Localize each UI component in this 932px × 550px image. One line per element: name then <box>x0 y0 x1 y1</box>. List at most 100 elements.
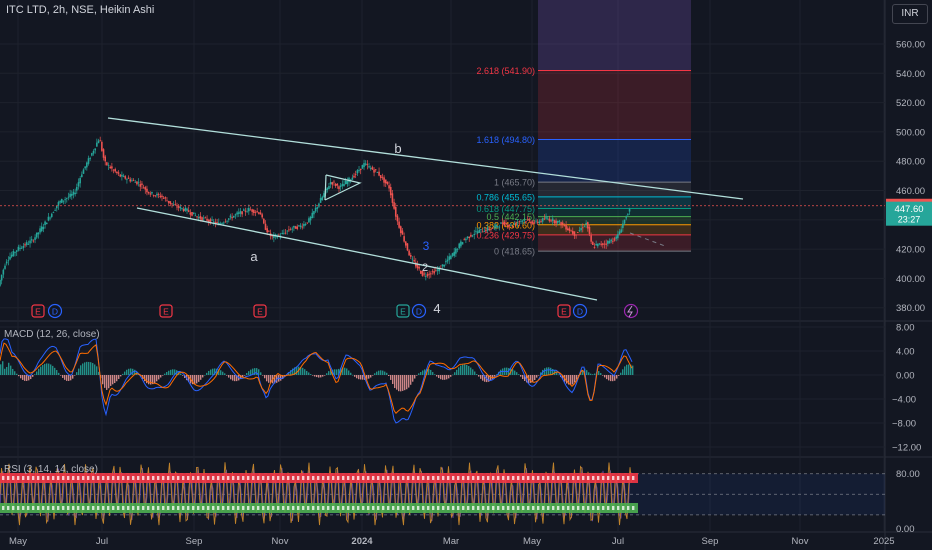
macd-histogram-bar <box>388 375 390 377</box>
candle-body <box>29 240 31 244</box>
strip-tick <box>52 506 55 510</box>
macd-tick-label: −12.00 <box>892 443 921 454</box>
price-tick-label: 560.00 <box>896 39 925 50</box>
strip-tick <box>7 476 10 480</box>
candle-body <box>553 220 556 224</box>
candle-body <box>518 221 521 222</box>
candle-body <box>293 225 295 228</box>
macd-histogram-bar <box>316 375 318 378</box>
strip-tick <box>442 476 445 480</box>
macd-histogram-bar <box>436 375 438 377</box>
strip-tick <box>587 506 590 510</box>
macd-histogram-bar <box>458 367 460 375</box>
event-marker-letter: E <box>35 307 41 317</box>
macd-histogram-bar <box>538 375 540 376</box>
candle-body <box>597 243 599 247</box>
macd-histogram-bar <box>150 375 152 385</box>
strip-tick <box>307 476 310 480</box>
macd-histogram-bar <box>342 367 344 375</box>
macd-histogram-bar <box>526 375 528 383</box>
time-tick-label: Nov <box>792 536 809 547</box>
candle-body <box>541 218 544 222</box>
macd-histogram-bar <box>154 375 156 384</box>
macd-histogram-bar <box>242 375 244 378</box>
candle-body <box>615 236 617 239</box>
candle-body <box>523 220 526 222</box>
macd-histogram-bar <box>570 375 572 385</box>
candle-body <box>288 229 290 231</box>
candle-body <box>20 247 23 249</box>
candle-body <box>0 280 1 286</box>
candle-body <box>239 211 242 214</box>
strip-tick <box>262 506 265 510</box>
macd-histogram-bar <box>334 369 336 375</box>
macd-histogram-bar <box>322 375 324 377</box>
strip-tick <box>447 506 450 510</box>
macd-histogram-bar <box>288 372 290 375</box>
strip-tick <box>367 506 370 510</box>
strip-tick <box>582 476 585 480</box>
candle-body <box>605 243 607 245</box>
macd-histogram-bar <box>72 375 74 379</box>
strip-tick <box>217 476 220 480</box>
candle-body <box>236 212 238 215</box>
strip-tick <box>197 476 200 480</box>
strip-tick <box>407 506 410 510</box>
macd-histogram-bar <box>82 363 84 375</box>
strip-tick <box>257 476 260 480</box>
macd-histogram-bar <box>120 375 122 377</box>
strip-tick <box>67 506 70 510</box>
macd-histogram-bar <box>360 375 362 380</box>
candle-body <box>54 209 56 211</box>
candle-body <box>189 212 192 215</box>
macd-histogram-bar <box>158 375 160 380</box>
strip-tick <box>127 506 130 510</box>
macd-histogram-bar <box>484 375 486 382</box>
fibonacci-extension[interactable]: 2.618 (541.90) 1.618 (494.80) 1 (465.70) 0.… <box>476 0 691 257</box>
candle-body <box>520 220 522 222</box>
strip-tick <box>307 506 310 510</box>
strip-tick <box>382 476 385 480</box>
fib-level-label: 0.382 (436.60) <box>476 220 535 230</box>
strip-tick <box>272 476 275 480</box>
macd-histogram-bar <box>556 372 558 375</box>
fib-zone <box>538 208 691 217</box>
candle-body <box>346 180 349 185</box>
macd-histogram-bar <box>234 375 236 382</box>
strip-tick <box>472 476 475 480</box>
strip-tick <box>612 476 615 480</box>
candle-body <box>516 222 519 224</box>
candle-body <box>555 220 557 224</box>
candle-body <box>613 238 616 241</box>
macd-histogram-bar <box>340 367 342 375</box>
candle-body <box>536 221 539 223</box>
macd-histogram-bar <box>454 372 456 375</box>
macd-histogram-bar <box>420 372 422 375</box>
macd-histogram-bar <box>518 374 520 375</box>
macd-histogram-bar <box>412 375 414 382</box>
strip-tick <box>502 506 505 510</box>
macd-histogram-bar <box>392 375 394 385</box>
candle-body <box>386 181 389 185</box>
strip-tick <box>147 476 150 480</box>
candle-body <box>259 212 262 215</box>
macd-histogram-bar <box>156 375 158 382</box>
strip-tick <box>262 476 265 480</box>
strip-tick <box>412 476 415 480</box>
candle-body <box>27 243 30 245</box>
macd-histogram-bar <box>610 375 612 382</box>
candle-body <box>226 220 228 222</box>
candle-body <box>556 221 559 223</box>
macd-histogram-bar <box>88 361 90 375</box>
candle-body <box>187 210 190 212</box>
trend-drawings[interactable] <box>107 117 744 301</box>
currency-button[interactable]: INR <box>892 4 928 24</box>
candle-body <box>55 206 58 209</box>
strip-tick <box>62 506 65 510</box>
candle-body <box>446 259 449 262</box>
candle-body <box>313 211 315 215</box>
macd-histogram-bar <box>12 368 14 375</box>
macd-histogram-bar <box>64 375 66 380</box>
macd-histogram-bar <box>350 372 352 375</box>
